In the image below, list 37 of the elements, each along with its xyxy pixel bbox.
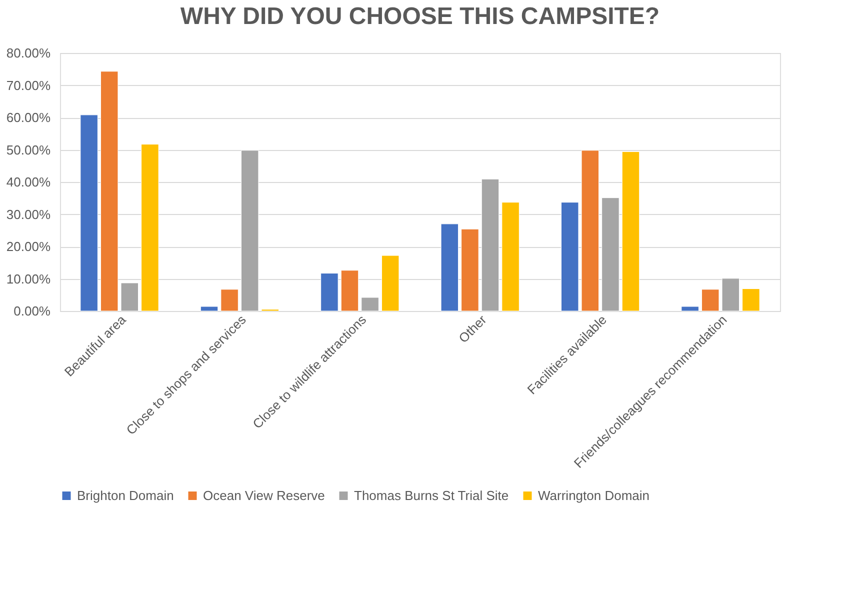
y-tick-label: 0.00% [14,304,51,318]
y-tick-label: 20.00% [6,239,51,254]
legend-label: Thomas Burns St Trial Site [354,488,509,503]
bar [220,289,238,312]
bar [80,114,98,312]
y-tick-label: 40.00% [6,174,51,190]
bar [100,71,118,312]
bar [320,273,338,312]
bar [622,151,640,312]
legend-label: Brighton Domain [77,488,174,503]
y-tick-label: 70.00% [6,78,51,93]
bar [340,270,359,312]
bar [240,150,259,312]
bar [381,255,400,312]
bar [742,288,760,312]
bar [120,282,139,312]
chart-title: WHY DID YOU CHOOSE THIS CAMPSITE? [180,3,660,30]
y-tick-label: 10.00% [6,271,51,286]
bar [681,306,699,312]
bar [461,228,479,312]
bar [602,198,620,312]
bar [361,297,379,312]
bar [581,150,600,312]
legend-label: Warrington Domain [538,488,650,503]
bar [481,178,500,312]
bar [560,202,579,312]
bar [722,278,740,312]
y-tick-label: 80.00% [6,46,51,60]
bar [701,289,720,312]
bar [440,224,459,312]
bar [502,202,520,312]
y-tick-label: 50.00% [6,142,51,158]
y-tick-label: 60.00% [6,110,51,125]
bar [141,144,159,312]
y-tick-label: 30.00% [6,206,51,222]
bar [200,306,218,312]
legend-label: Ocean View Reserve [203,488,325,503]
